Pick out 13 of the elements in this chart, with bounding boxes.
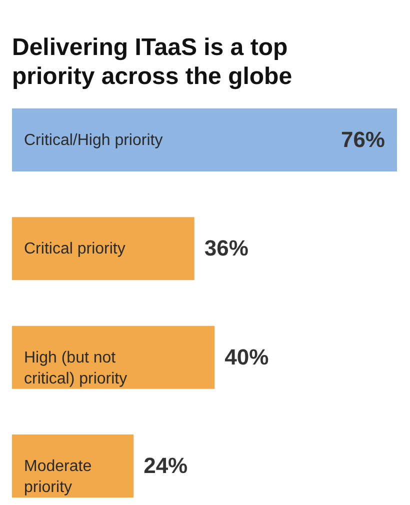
y-tick-label: Critical priority [24,240,126,258]
bar [12,326,215,389]
y-tick-label: Critical/High priority [24,132,163,149]
chart-title: Delivering ITaaS is a top priority across the globe [12,34,292,90]
data-label: 24% [144,453,188,478]
data-label: 40% [224,344,269,370]
bar [12,217,194,280]
bar [12,108,397,172]
y-tick-label: High (but not critical) priority [24,349,128,388]
y-tick-label: Moderate priority [24,458,92,496]
data-label: 36% [204,236,248,261]
bar [12,434,134,498]
data-label: 76% [340,126,385,152]
